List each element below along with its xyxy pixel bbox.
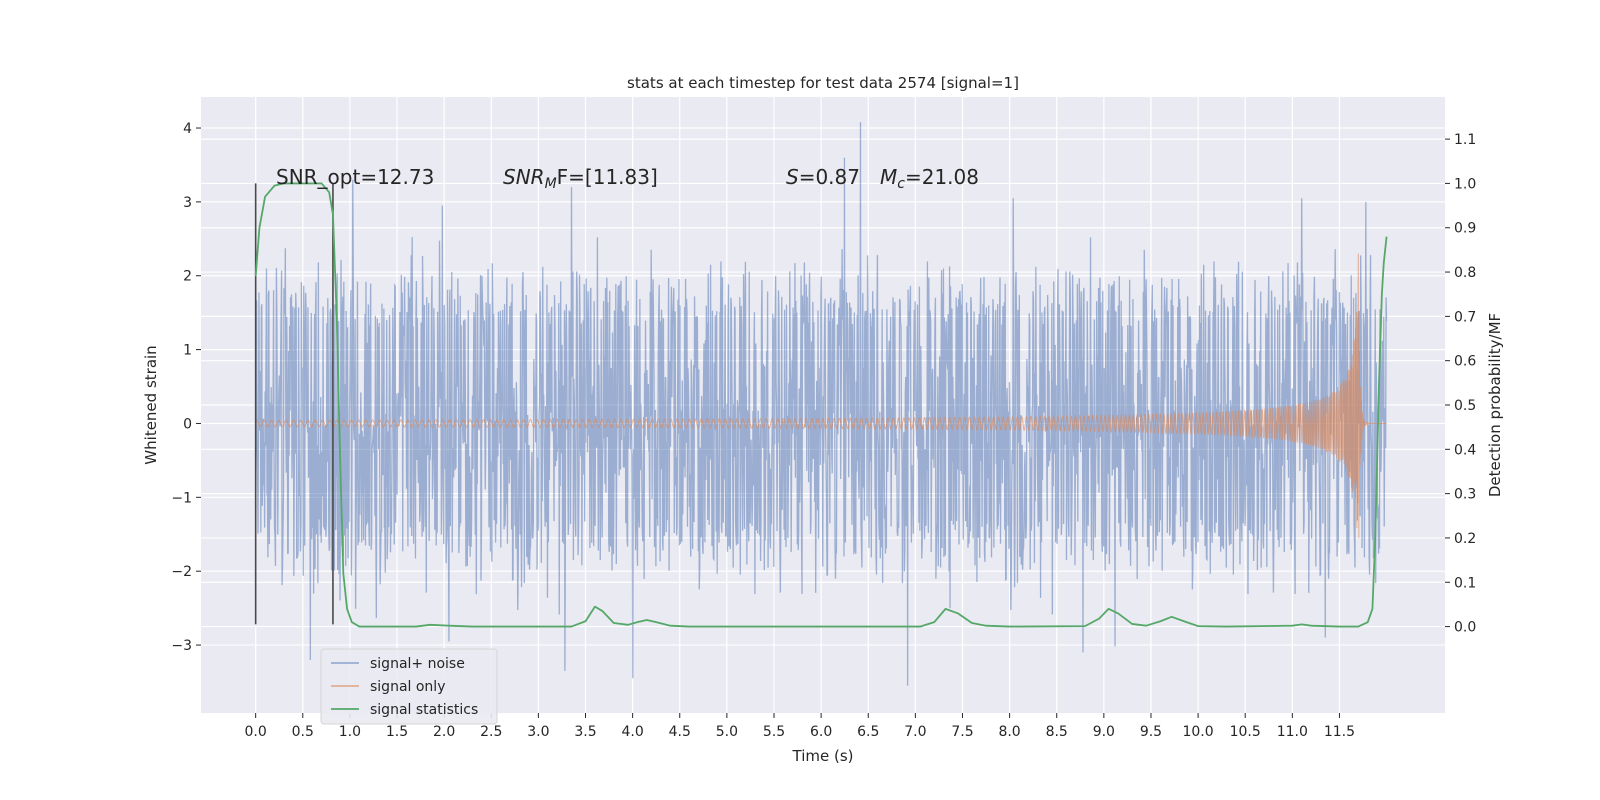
y-tick-label-right: 0.6 xyxy=(1454,354,1476,370)
y-tick-label-left: 3 xyxy=(183,195,192,211)
y-tick-label-left: −2 xyxy=(171,564,192,580)
x-tick-label: 2.0 xyxy=(433,724,455,740)
series-signal-only xyxy=(255,253,1387,539)
legend-entry-signal-noise: signal+ noise xyxy=(331,656,465,672)
x-tick-label: 0.0 xyxy=(245,724,267,740)
annotation-snr-mf-base: SNR xyxy=(503,165,545,189)
vertical-markers xyxy=(254,183,334,625)
x-tick-label: 3.5 xyxy=(574,724,596,740)
x-tick-label: 10.0 xyxy=(1182,724,1213,740)
legend-box xyxy=(320,648,498,725)
legend-label-signal-noise: signal+ noise xyxy=(370,656,465,672)
signal-only-line xyxy=(255,253,1387,539)
x-tick-label: 5.5 xyxy=(763,724,785,740)
legend: signal+ noise signal only signal statist… xyxy=(320,648,498,725)
annotation-s-base: S xyxy=(786,165,799,189)
y-tick-label-right: 1.1 xyxy=(1454,132,1476,148)
legend-entry-signal-statistics: signal statistics xyxy=(331,702,478,718)
x-tick-label: 8.0 xyxy=(998,724,1020,740)
y-tick-label-right: 1.0 xyxy=(1454,176,1476,192)
x-tick-label: 6.0 xyxy=(810,724,832,740)
y-tick-label-right: 0.7 xyxy=(1454,309,1476,325)
annotation-snr-mf-sub: M xyxy=(545,176,557,192)
x-tick-label: 7.5 xyxy=(951,724,973,740)
x-tick-label: 1.5 xyxy=(386,724,408,740)
annotation-mc-tail: =21.08 xyxy=(905,165,979,189)
y-tick-label-right: 0.2 xyxy=(1454,531,1476,547)
y-tick-label-right: 0.8 xyxy=(1454,265,1476,281)
y-tick-label-left: −1 xyxy=(171,490,192,506)
axis-ticks: 0.0 0.5 1.0 1.5 2.0 2.5 3.0 3.5 4.0 4.5 5.0 5.5 6.0 6… xyxy=(171,121,1476,740)
signal-noise-line xyxy=(255,122,1388,686)
x-tick-label: 1.0 xyxy=(339,724,361,740)
x-tick-label: 8.5 xyxy=(1046,724,1068,740)
x-tick-label: 7.0 xyxy=(904,724,926,740)
y-tick-label-right: 0.5 xyxy=(1454,398,1476,414)
x-tick-label: 2.5 xyxy=(480,724,502,740)
y-tick-label-right: 0.0 xyxy=(1454,620,1476,636)
annotation-mc-base: M xyxy=(880,165,897,189)
chart-title: stats at each timestep for test data 257… xyxy=(627,74,1019,92)
x-tick-label: 3.0 xyxy=(527,724,549,740)
annotation-mc: Mc=21.08 xyxy=(880,165,979,192)
annotation-snr-mf: SNRMF=[11.83] xyxy=(503,165,658,192)
x-tick-label: 0.5 xyxy=(292,724,314,740)
signal-statistics-line xyxy=(254,182,1388,628)
y-tick-label-left: 0 xyxy=(183,416,192,432)
x-tick-label: 4.0 xyxy=(621,724,643,740)
legend-label-signal-statistics: signal statistics xyxy=(370,702,478,718)
x-tick-label: 10.5 xyxy=(1230,724,1261,740)
y-tick-label-right: 0.4 xyxy=(1454,442,1476,458)
series-signal-statistics xyxy=(254,182,1388,628)
x-tick-label: 4.5 xyxy=(669,724,691,740)
annotation-snr-mf-tail: F=[11.83] xyxy=(557,165,658,189)
x-tick-label: 11.5 xyxy=(1324,724,1355,740)
y-tick-label-right: 0.9 xyxy=(1454,221,1476,237)
x-tick-label: 9.0 xyxy=(1093,724,1115,740)
y-tick-label-left: 4 xyxy=(183,121,192,137)
legend-entry-signal-only: signal only xyxy=(331,679,445,695)
x-tick-label: 5.0 xyxy=(716,724,738,740)
x-tick-label: 6.5 xyxy=(857,724,879,740)
x-tick-label: 11.0 xyxy=(1277,724,1308,740)
y-tick-label-right: 0.3 xyxy=(1454,487,1476,503)
annotation-mc-sub: c xyxy=(897,176,905,192)
annotation-s: S=0.87 xyxy=(786,165,860,189)
y-axis-label-right: Detection probability/MF xyxy=(1486,313,1504,497)
annotations: SNR_opt=12.73 SNRMF=[11.83] S=0.87 Mc=21… xyxy=(276,165,979,192)
series-signal-noise xyxy=(255,122,1388,686)
y-tick-label-left: 1 xyxy=(183,343,192,359)
y-tick-label-left: −3 xyxy=(171,638,192,654)
x-axis-label: Time (s) xyxy=(792,747,854,765)
y-tick-label-left: 2 xyxy=(183,269,192,285)
y-tick-label-right: 0.1 xyxy=(1454,575,1476,591)
legend-label-signal-only: signal only xyxy=(370,679,445,695)
annotation-s-tail: =0.87 xyxy=(799,165,860,189)
x-tick-label: 9.5 xyxy=(1140,724,1162,740)
y-axis-label-left: Whitened strain xyxy=(142,345,160,464)
annotation-snr-opt: SNR_opt=12.73 xyxy=(276,165,434,189)
